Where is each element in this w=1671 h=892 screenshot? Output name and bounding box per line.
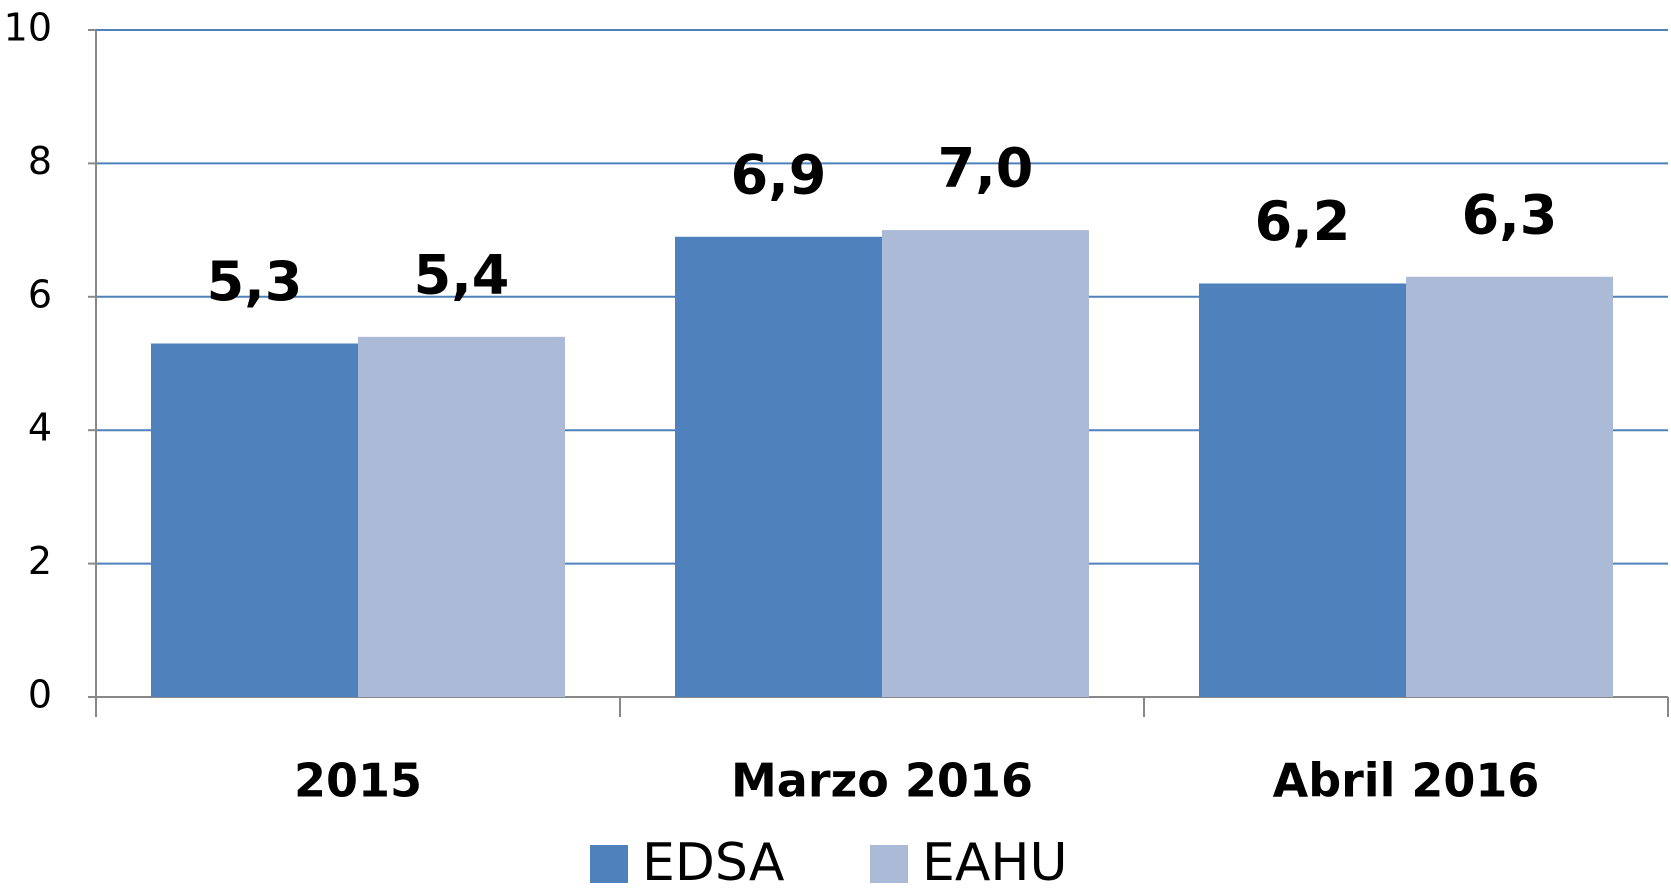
value-label: 5,4 bbox=[414, 243, 510, 306]
y-tick-label: 2 bbox=[28, 539, 52, 583]
bar bbox=[358, 336, 565, 697]
value-label: 6,2 bbox=[1255, 190, 1351, 253]
legend-label: EDSA bbox=[642, 833, 785, 892]
value-label: 5,3 bbox=[207, 250, 303, 313]
bar bbox=[151, 343, 358, 697]
value-label: 7,0 bbox=[938, 137, 1034, 200]
x-tick-label: 2015 bbox=[294, 754, 422, 808]
legend-label: EAHU bbox=[922, 833, 1068, 892]
bar bbox=[1199, 283, 1406, 697]
value-label: 6,3 bbox=[1462, 183, 1558, 246]
x-tick-label: Abril 2016 bbox=[1273, 754, 1540, 808]
y-tick-label: 8 bbox=[28, 139, 52, 183]
legend-swatch bbox=[870, 845, 908, 883]
bar bbox=[675, 236, 882, 697]
y-tick-label: 4 bbox=[28, 406, 52, 450]
y-tick-label: 10 bbox=[4, 6, 52, 50]
y-tick-label: 6 bbox=[28, 272, 52, 316]
value-label: 6,9 bbox=[731, 143, 827, 206]
legend-swatch bbox=[590, 845, 628, 883]
y-tick-label: 0 bbox=[28, 673, 52, 717]
x-tick-label: Marzo 2016 bbox=[731, 754, 1033, 808]
bar bbox=[1406, 276, 1613, 697]
bar bbox=[882, 230, 1089, 697]
